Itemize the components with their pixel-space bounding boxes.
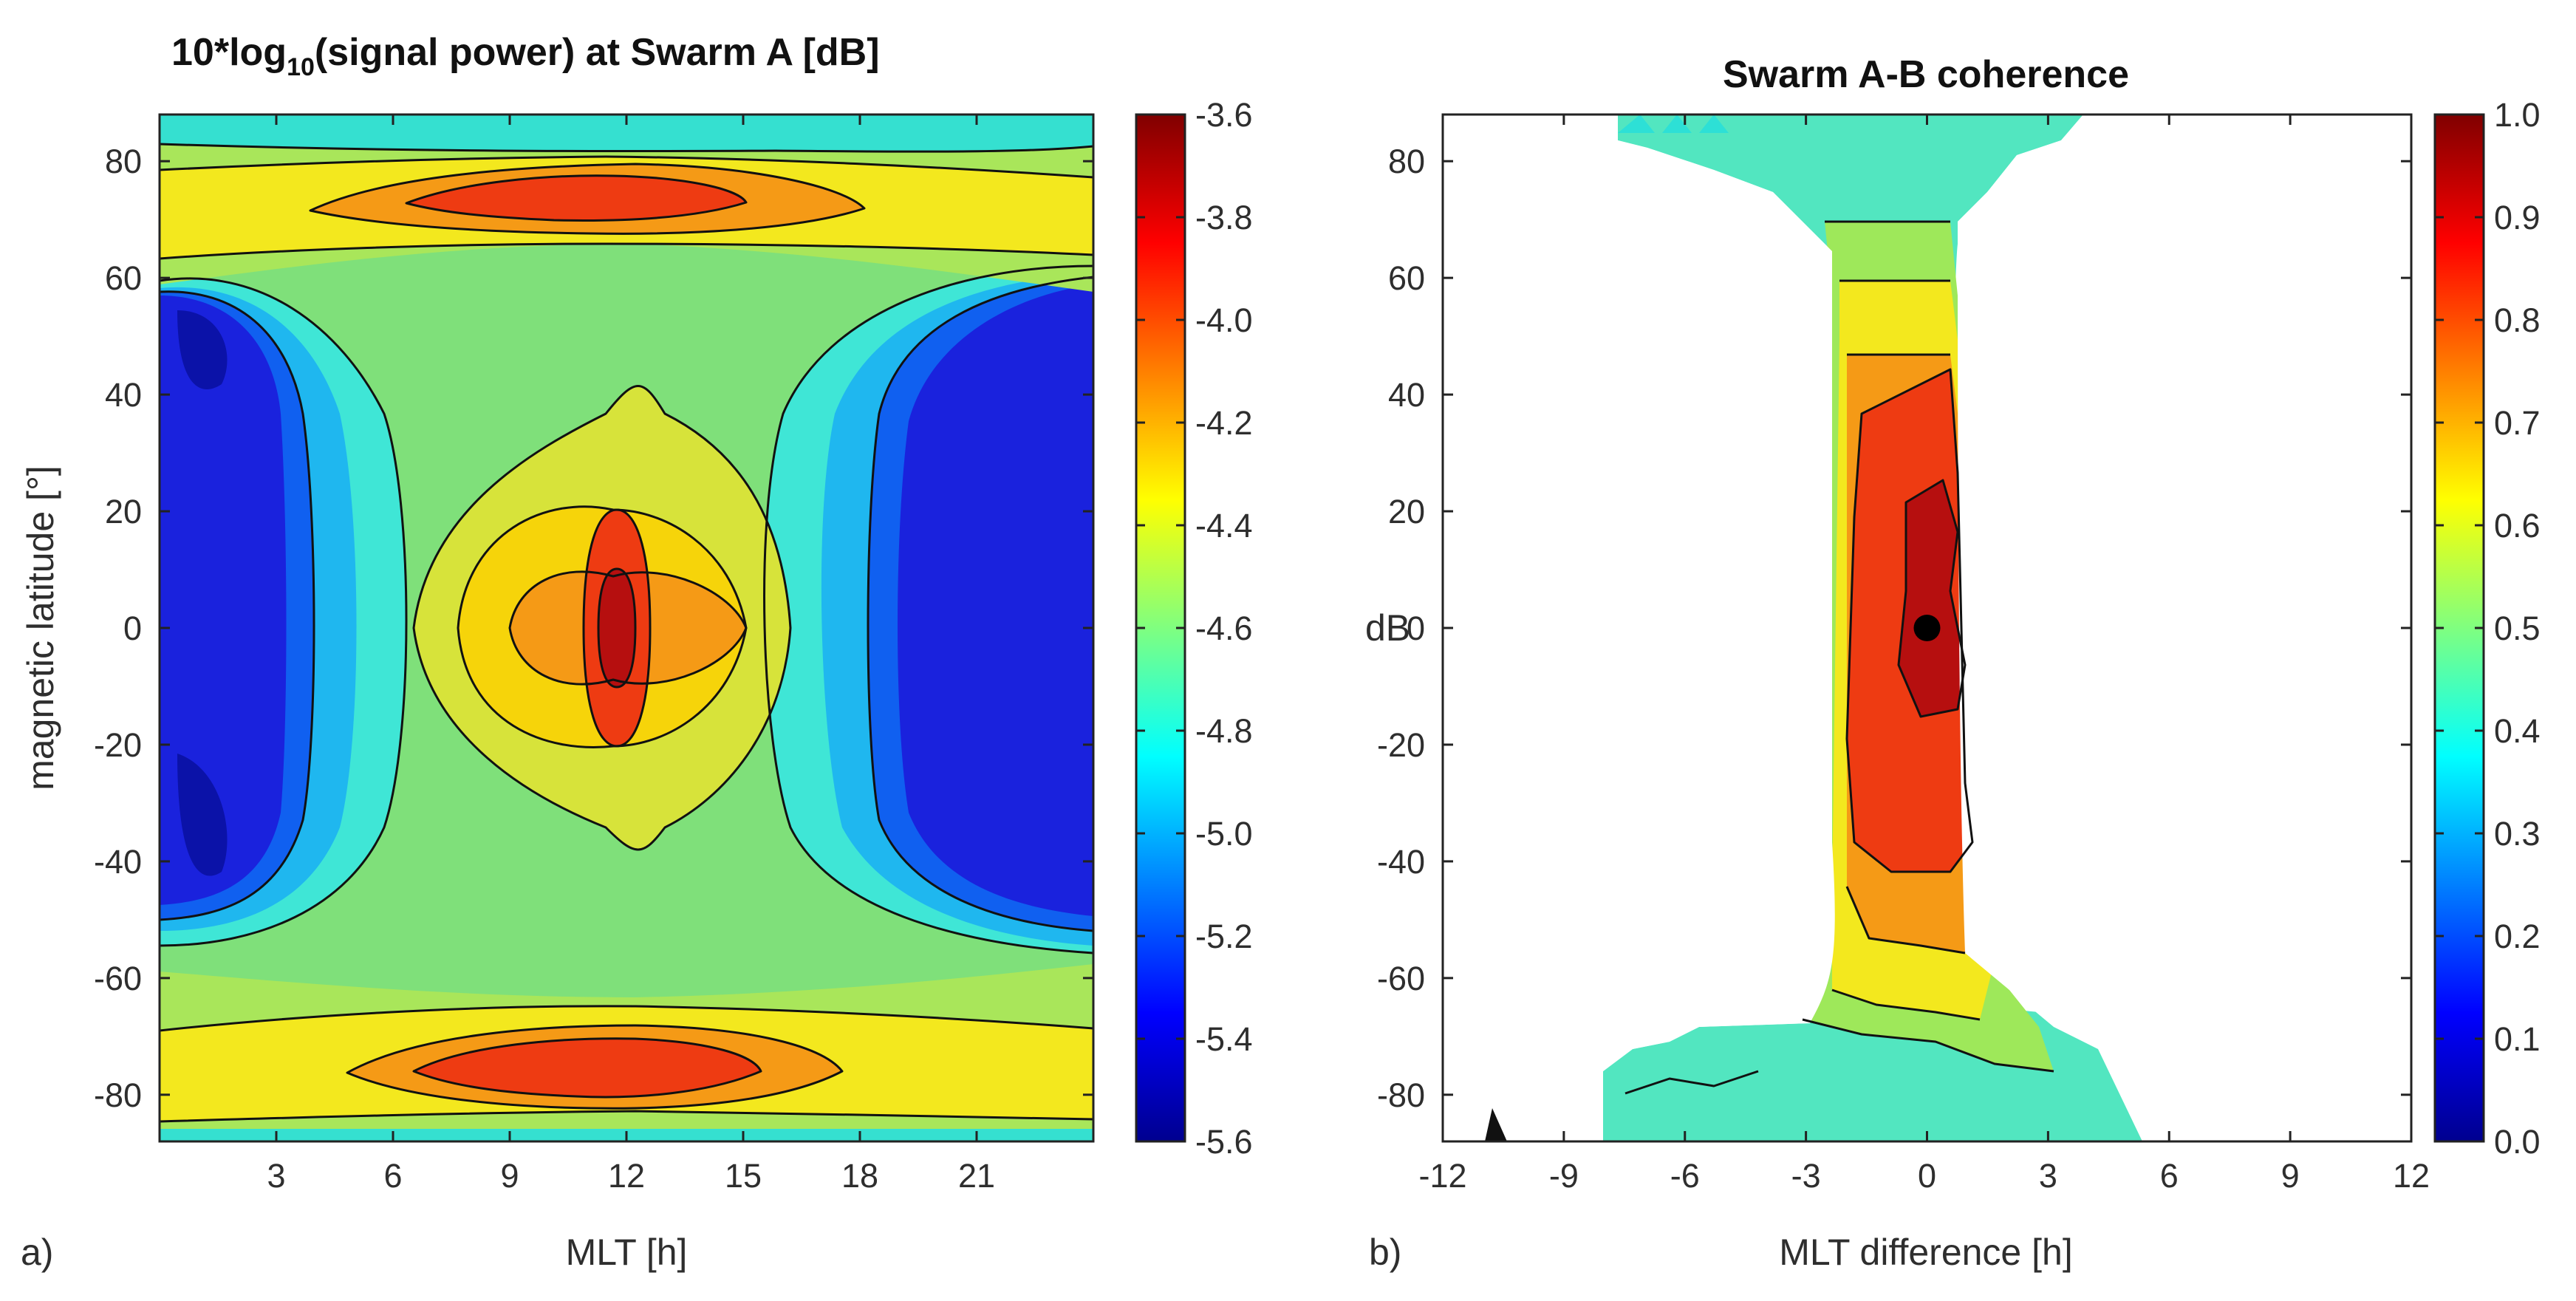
panel-b-xtick-label: -6 [1670,1157,1700,1195]
panel-b-x-ticks: -12 -9 -6 -3 0 3 6 9 12 [1418,115,2430,1195]
colorbar-b-tick-label: 1.0 [2494,96,2541,134]
panel-a-ytick-label: -40 [94,843,142,881]
colorbar-a-tick-label: -5.4 [1195,1020,1253,1058]
colorbar-b-tick-label: 0.0 [2494,1123,2541,1161]
panel-b-xtick-label: 0 [1918,1157,1936,1195]
colorbar-b-tick-label: 0.9 [2494,199,2541,236]
colorbar-a-tick-label: -5.2 [1195,918,1253,955]
panel-a-ytick-label: -60 [94,960,142,997]
field-b-triangles [1618,115,1729,133]
panel-a-title: 10*log10(signal power) at Swarm A [dB] [171,31,880,81]
panel-a-ytick-label: 20 [105,493,142,530]
panel-b-ytick-label: 80 [1388,143,1425,180]
colorbar-b-tick-label: 0.4 [2494,712,2541,750]
colorbar-a-tick-label: -4.2 [1195,404,1253,442]
colorbar-b-tick-label: 0.3 [2494,815,2541,853]
colorbar-a-tick-label: -4.4 [1195,507,1253,544]
panel-b-ytick-label: -80 [1377,1076,1425,1114]
panel-a-xtick-label: 9 [500,1157,519,1195]
reference-point-marker [1913,615,1941,641]
panel-b-xtick-label: -9 [1549,1157,1579,1195]
panel-a-xtick-label: 12 [608,1157,645,1195]
field-dawn-core2 [177,754,228,876]
panel-a-xtick-label: 21 [958,1157,995,1195]
colorbar-b-tick-label: 0.2 [2494,918,2541,955]
colorbar-b-tick-label: 0.7 [2494,404,2541,442]
panel-a: 10*log10(signal power) at Swarm A [dB] [20,31,1253,1273]
panel-a-contour-lines [160,143,1093,1123]
colorbar-a-tick-label: -5.0 [1195,815,1253,853]
panel-a-xtick-label: 18 [841,1157,878,1195]
colorbar-a-tick-label: -3.8 [1195,199,1253,236]
panel-a-ytick-label: -20 [94,726,142,764]
panel-b-ytick-label: 40 [1388,376,1425,414]
field-b-mask-right [1958,115,2411,1141]
field-noon-max [598,569,635,687]
panel-a-ytick-label: 40 [105,376,142,414]
panel-b-ytick-label: -60 [1377,960,1425,997]
field-b-corner-speck [1485,1108,1507,1141]
field-dusk-min [898,284,1093,916]
field-south-red [414,1038,761,1097]
panel-b-ytick-label: 0 [1407,609,1425,647]
field-b-core [1899,480,1965,717]
panel-b-xtick-label: 9 [2281,1157,2300,1195]
panel-a-y-ticks: -80 -60 -40 -20 0 20 40 60 80 [94,143,1093,1114]
colorbar-a-ticks: -3.6 -3.8 -4.0 -4.2 -4.4 -4.6 -4.8 -5.0 -5.2 -5.4… [1136,96,1253,1161]
colorbar-b-tick-label: 0.8 [2494,301,2541,339]
panel-a-contour-field [160,115,1093,1141]
panel-a-xlabel: MLT [h] [566,1232,688,1273]
panel-b-contour-field [1443,115,2411,1141]
panel-b: Swarm A-B coherence [1365,53,2541,1273]
panel-b-xtick-label: 12 [2393,1157,2430,1195]
panel-b-contour-lines [1624,220,2054,1095]
colorbar-b-tick-label: 0.5 [2494,609,2541,647]
panel-a-x-ticks: 3 6 9 12 15 18 21 [267,115,995,1195]
panel-b-xtick-label: 6 [2160,1157,2179,1195]
field-dawn-min [160,296,287,905]
colorbar-a-tick-label: -3.6 [1195,96,1253,134]
panel-b-ylabel: dB [1365,607,1410,649]
panel-a-ytick-label: 80 [105,143,142,180]
panel-a-ylabel: magnetic latitude [°] [20,465,61,790]
panel-b-xtick-label: -3 [1791,1157,1821,1195]
panel-b-ytick-label: 20 [1388,493,1425,530]
panel-b-xtick-label: -12 [1418,1157,1466,1195]
colorbar-a-tick-label: -4.6 [1195,609,1253,647]
colorbar-a-tick-label: -5.6 [1195,1123,1253,1161]
field-b-mask-left [1443,115,1835,1141]
colorbar-a-tick-label: -4.0 [1195,301,1253,339]
panel-b-xtick-label: 3 [2039,1157,2057,1195]
panel-b-ytick-label: -40 [1377,843,1425,881]
panel-b-ytick-label: -20 [1377,726,1425,764]
panel-a-ytick-label: 60 [105,259,142,297]
panel-b-xlabel: MLT difference [h] [1779,1232,2072,1273]
colorbar-b-ticks: 1.0 0.9 0.8 0.7 0.6 0.5 0.4 0.3 0.2 0.1 0.0 [2435,96,2541,1161]
panel-b-ytick-label: 60 [1388,259,1425,297]
panel-b-title: Swarm A-B coherence [1723,53,2129,96]
panel-a-ytick-label: -80 [94,1076,142,1114]
panel-b-y-ticks: -80 -60 -40 -20 0 20 40 60 80 [1377,143,2411,1114]
panel-a-ytick-label: 0 [123,609,142,647]
field-north-red [406,175,746,221]
panel-a-xtick-label: 3 [267,1157,285,1195]
colorbar-b-tick-label: 0.1 [2494,1020,2541,1058]
panel-b-label: b) [1369,1232,1401,1273]
panel-a-xtick-label: 6 [383,1157,402,1195]
panel-a-xtick-label: 15 [725,1157,762,1195]
colorbar-b-tick-label: 0.6 [2494,507,2541,544]
field-dawn-core1 [177,310,228,389]
colorbar-a-tick-label: -4.8 [1195,712,1253,750]
panel-a-label: a) [21,1232,53,1273]
